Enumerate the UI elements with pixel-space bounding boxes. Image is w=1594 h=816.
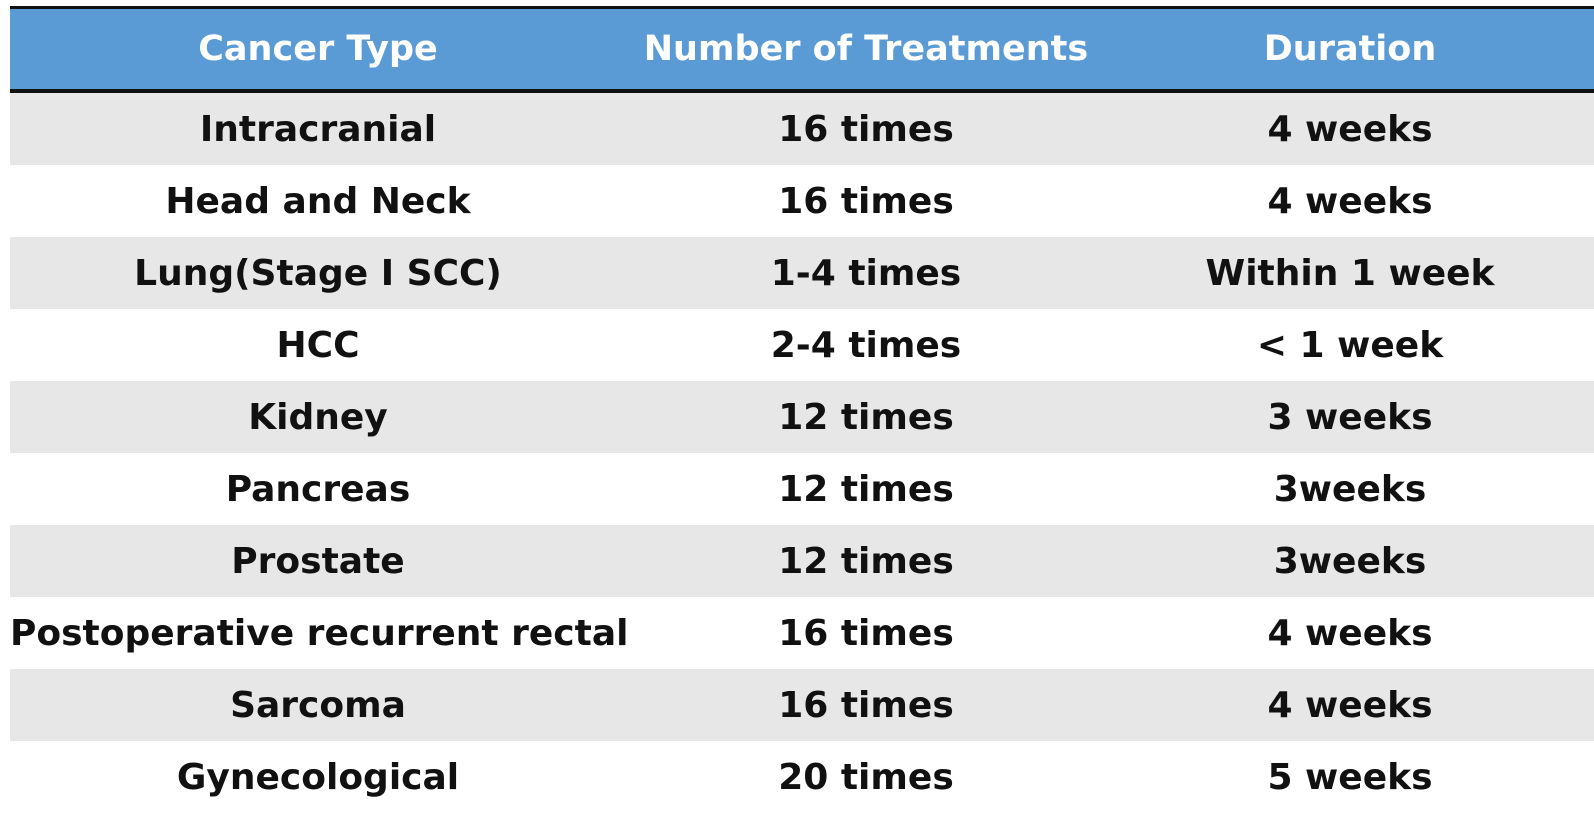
table-cell: 2-4 times [770,324,962,366]
table-row: Head and Neck 16 times 4 weeks [10,165,1594,237]
table-cell: Postoperative recurrent rectal [10,612,629,654]
table-cell: 12 times [778,468,954,510]
table-cell: 12 times [626,525,1106,597]
table-row: Postoperative recurrent rectal 16 times 4 … [10,597,1594,669]
table-body: Intracranial 16 times 4 weeks Head and Neck… [10,91,1594,813]
table-row: Kidney 12 times 3 weeks [10,381,1594,453]
table-cell: 4 weeks [1267,612,1433,654]
table-cell: Within 1 week [1106,237,1594,309]
table-cell: Prostate [10,525,626,597]
table-row: Intracranial 16 times 4 weeks [10,91,1594,165]
table-row: Sarcoma 16 times 4 weeks [10,669,1594,741]
table-cell: 4 weeks [1106,669,1594,741]
table-cell: < 1 week [1256,324,1444,366]
table-cell: Sarcoma [10,669,626,741]
table-cell: HCC [276,324,360,366]
header-cell: Number of Treatments [626,6,1106,93]
table-cell: 3weeks [1106,525,1594,597]
table-cell: 3 weeks [1106,381,1594,453]
table: Cancer Type Number of Treatments Duration … [10,6,1594,813]
table-cell: 4 weeks [1267,180,1433,222]
table-cell: Kidney [10,381,626,453]
table-cell: 16 times [778,180,954,222]
table-cell: 12 times [626,381,1106,453]
table-cell: Intracranial [10,91,626,165]
table-cell: 4 weeks [1106,91,1594,165]
table-row: HCC 2-4 times < 1 week [10,309,1594,381]
table-cell: 1-4 times [626,237,1106,309]
table-cell: Gynecological [176,756,460,798]
table-row: Gynecological 20 times 5 weeks [10,741,1594,813]
table-row: Pancreas 12 times 3weeks [10,453,1594,525]
table-cell: 16 times [778,612,954,654]
header-cell: Duration [1106,6,1594,93]
table-cell: 5 weeks [1267,756,1433,798]
header-cell: Cancer Type [10,6,626,93]
table-cell: Pancreas [225,468,411,510]
table-cell: Head and Neck [165,180,471,222]
table-row: Prostate 12 times 3weeks [10,525,1594,597]
table-cell: 3weeks [1273,468,1427,510]
table-cell: 16 times [626,669,1106,741]
header-row: Cancer Type Number of Treatments Duration [10,6,1594,93]
table-row: Lung(Stage I SCC) 1-4 times Within 1 week [10,237,1594,309]
table-wrap: Cancer Type Number of Treatments Duration … [10,6,1594,813]
table-cell: Lung(Stage I SCC) [10,237,626,309]
table-cell: 20 times [778,756,954,798]
table-cell: 16 times [626,91,1106,165]
